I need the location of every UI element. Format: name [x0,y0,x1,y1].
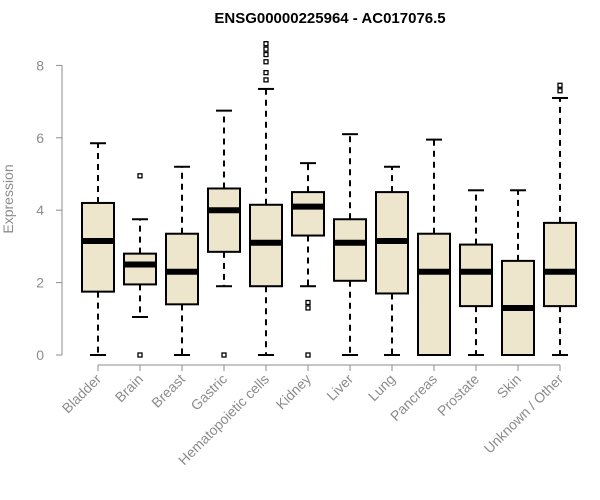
box-iqr [543,221,577,308]
x-tick-label: Kidney [273,371,315,413]
box-pancreas [417,138,451,356]
box-liver [333,133,367,356]
boxes-group [81,41,577,358]
outlier-point [557,88,563,94]
y-axis-label: Expression [0,164,16,233]
box-iqr [459,243,493,308]
outlier-point [305,352,311,358]
y-tick-label: 6 [36,130,44,146]
x-tick-label: Bladder [59,371,105,417]
box-iqr [333,218,367,282]
box-iqr [291,191,325,237]
box-breast [165,165,199,356]
y-tick-label: 8 [36,57,44,73]
outlier-point [263,59,269,65]
x-tick-label: Skin [494,371,525,402]
outlier-point [557,82,563,88]
outlier-point [263,51,269,58]
outlier-point [221,352,227,358]
box-iqr [81,201,115,293]
box-iqr [417,232,451,356]
box-bladder [81,142,115,356]
y-tick-label: 4 [36,202,44,218]
outlier-point [137,352,143,358]
box-lung [375,165,409,356]
outlier-point [263,69,269,76]
box-iqr [123,252,157,286]
y-tick-label: 0 [36,347,44,363]
box-brain [123,173,157,358]
outlier-point [263,46,269,52]
x-tick-label: Brain [112,371,146,405]
x-tick-label: Breast [148,371,188,411]
x-tick-label: Lung [365,371,398,404]
box-hematopoietic-cells [249,41,283,356]
box-kidney [291,162,325,358]
box-skin [501,189,535,357]
y-axis: 0 2 4 6 8 [36,57,63,363]
outlier-point [263,41,269,47]
outlier-point [137,173,143,179]
x-tick-label: Prostate [434,371,482,419]
box-unknown-other [543,82,577,356]
outlier-point [263,77,269,83]
outlier-point [305,305,311,311]
x-tick-label: Unknown / Other [481,371,567,457]
x-tick-label: Pancreas [387,371,440,424]
x-tick-label: Liver [323,371,356,404]
box-gastric [207,109,241,358]
chart-title: ENSG00000225964 - AC017076.5 [214,10,445,27]
box-prostate [459,189,493,356]
outlier-point [305,299,311,306]
y-tick-label: 2 [36,275,44,291]
box-iqr [207,187,241,253]
